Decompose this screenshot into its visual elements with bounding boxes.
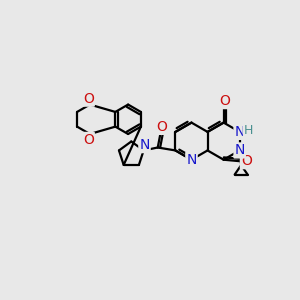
Text: O: O <box>83 133 94 147</box>
Text: N: N <box>235 143 245 158</box>
Text: O: O <box>219 94 230 108</box>
Text: N: N <box>139 138 150 152</box>
Text: N: N <box>186 153 197 167</box>
Text: O: O <box>241 154 252 168</box>
Text: H: H <box>244 124 253 137</box>
Text: N: N <box>235 125 245 139</box>
Text: O: O <box>156 120 167 134</box>
Text: O: O <box>83 92 94 106</box>
